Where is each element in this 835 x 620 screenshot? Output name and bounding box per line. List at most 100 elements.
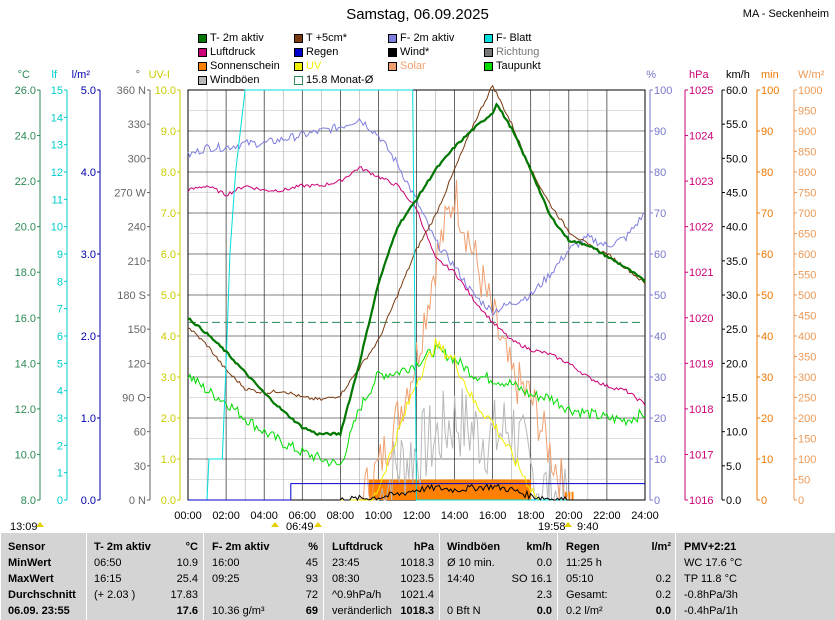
left-axis-tick-label: 24.0 [15,131,36,143]
left-axis-tick-label: 11 [52,194,63,206]
left-axis-tick-label: 6 [57,331,63,343]
legend-item: Richtung [484,46,539,58]
legend-label: Luftdruck [210,46,256,58]
left-axis-tick-label: 4.0 [161,331,176,343]
x-tick-label: 20:00 [555,510,583,522]
left-axis-tick-label: 7.0 [161,208,176,220]
left-axis-tick-label: 0.0 [161,495,176,507]
right-axis-tick-label: 1020 [689,313,713,325]
table-cell: T- 2m aktiv [94,541,151,553]
series-line-luftdruck [187,166,646,406]
left-axis-tick-label: 0 [57,495,63,507]
legend-item: Taupunkt [484,60,541,72]
right-axis-tick-label: 750 [798,188,816,200]
sunshine-bar [381,479,386,500]
table-cell: MinWert [8,557,52,569]
table-cell: ^0.9hPa/h [332,589,382,601]
right-axis-tick-label: 1024 [689,131,713,143]
sunshine-bar [482,479,486,500]
legend-swatch [198,75,207,85]
legend-label: Solar [400,60,426,72]
sunshine-bar [571,491,574,500]
table-cell: Windböen [447,541,501,553]
legend-swatch [294,33,303,43]
table-cell: 0.0 [655,605,671,617]
table-cell: -0.4hPa/1h [684,605,738,617]
sun-marker [564,522,572,527]
sunshine-bar [401,479,405,500]
legend-item: T +5cm* [294,32,347,44]
right-axis-tick-label: 70 [761,208,773,220]
right-axis-unit: hPa [689,69,709,81]
left-axis-tick-label: 10.0 [155,85,176,97]
x-tick-label: 12:00 [403,510,431,522]
right-axis-tick-label: 1022 [689,222,713,234]
table-cell: 10.9 [176,557,198,569]
table-cell: WC 17.6 °C [684,557,743,569]
right-axis-tick-label: 300 [798,372,816,384]
legend-label: F- 2m aktiv [400,32,455,44]
legend-label: F- Blatt [496,32,532,44]
left-axis-tick-label: 14 [51,112,63,124]
sunshine-bar [398,479,402,500]
left-axis-tick-label: 20.0 [15,222,36,234]
table-cell: 10.36 g/m³ [212,605,265,617]
legend-item: F- Blatt [484,32,531,44]
right-axis-tick-label: 10 [654,454,666,466]
table-column [203,533,323,620]
right-axis-tick-label: 50.0 [726,153,747,165]
right-axis-tick-label: 0 [654,495,660,507]
left-axis-tick-label: 0 N [129,495,146,507]
legend-swatch [388,47,397,57]
table-cell: MaxWert [8,573,54,585]
x-tick-label: 08:00 [327,510,355,522]
right-axis-tick-label: 1017 [689,449,713,461]
left-axis-tick-label: 10.0 [15,449,36,461]
table-cell: TP 11.8 °C [684,573,737,585]
right-axis-tick-label: 1021 [689,267,713,279]
right-axis-tick-label: 80 [761,167,773,179]
right-axis-tick-label: 80 [654,167,666,179]
sunshine-bar [427,479,431,500]
left-axis-tick-label: 16.0 [15,313,36,325]
table-cell: 2.3 [536,589,552,601]
right-axis-tick-label: 15.0 [726,393,747,405]
left-axis-tick-label: 5.0 [161,290,176,302]
table-cell: 1021.4 [400,589,434,601]
legend-swatch [294,47,303,57]
legend-swatch [388,61,397,71]
right-axis-tick-label: 50 [798,475,810,487]
left-axis-tick-label: 90 O [122,393,146,405]
left-axis-tick-label: 8 [57,276,63,288]
table-cell: km/h [526,541,552,553]
sunshine-bar [410,479,415,500]
right-axis-tick-label: 550 [798,270,816,282]
right-axis-tick-label: 1025 [689,85,713,97]
table-cell: 0.0 [536,557,552,569]
sunshine-bar [504,479,509,500]
stats-table: Sensor T- 2m aktiv °C F- 2m aktiv% Luftdruck… [0,533,835,620]
series-line-f-2m-aktiv [187,117,646,317]
right-axis-tick-label: 650 [798,229,816,241]
sun-marker [36,522,44,527]
right-axis-tick-label: 60 [654,249,666,261]
sunshine-bar [436,479,441,500]
left-axis-tick-label: 30 [134,461,146,473]
sunshine-bar [495,479,499,500]
left-axis-tick-label: 210 [128,256,146,268]
sunshine-bar [420,479,425,500]
left-axis-tick-label: 12.0 [15,404,36,416]
left-axis-tick-label: 180 S [117,290,146,302]
table-cell: F- 2m aktiv [212,541,270,553]
table-cell: 06.09. 23:55 [8,605,70,617]
right-axis-tick-label: 90 [761,126,773,138]
left-axis-tick-label: 7 [57,304,63,316]
left-axis-tick-label: 2.0 [161,413,176,425]
left-axis-tick-label: 330 [128,119,146,131]
left-axis-tick-label: 5 [57,358,63,370]
left-axis-tick-label: 300 [128,153,146,165]
sun-event-label: 19:58 [538,521,566,533]
table-cell: 0 Bft N [447,605,481,617]
legend-swatch [294,75,303,85]
series-line-regen [188,483,645,501]
